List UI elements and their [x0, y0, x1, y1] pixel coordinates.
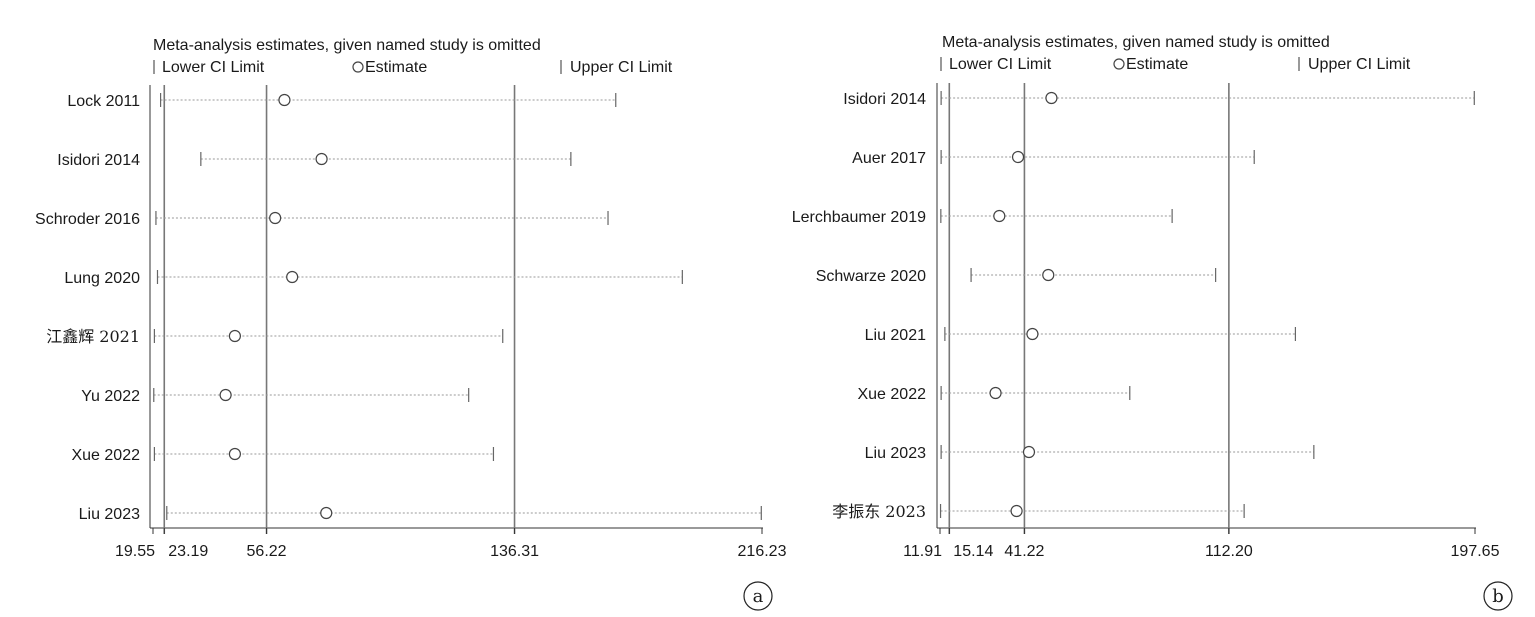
- estimate-point: [1026, 327, 1039, 341]
- study-label: 李振东 2023: [832, 502, 926, 521]
- chart-title: Meta-analysis estimates, given named stu…: [153, 37, 541, 54]
- legend-upper-label: Upper CI Limit: [570, 59, 673, 76]
- legend-lower-label: Lower CI Limit: [949, 56, 1052, 73]
- estimate-point: [219, 388, 232, 402]
- study-row: Auer 2017: [852, 150, 1255, 167]
- x-tick-label: 41.22: [1004, 543, 1044, 560]
- legend-estimate-label: Estimate: [1126, 56, 1188, 73]
- panel-label-circle: [1483, 581, 1513, 611]
- study-label: Xue 2022: [857, 386, 926, 403]
- legend: Lower CI Limit Estimate Upper CI Limit: [940, 56, 1411, 73]
- study-label: Yu 2022: [81, 388, 140, 405]
- study-row: Lung 2020: [64, 270, 683, 287]
- legend-lower-label: Lower CI Limit: [162, 59, 265, 76]
- study-label: 江鑫辉 2021: [46, 327, 140, 346]
- panel-label-text: b: [1492, 586, 1504, 607]
- x-tick-label: 15.14: [953, 543, 993, 560]
- panel-label-circle: [743, 581, 773, 611]
- estimate-point: [320, 506, 333, 520]
- study-row: 江鑫辉 2021: [46, 327, 504, 346]
- study-row: Lock 2011: [67, 93, 617, 110]
- study-row: 李振东 2023: [832, 502, 1245, 521]
- study-row: Isidori 2014: [843, 91, 1475, 108]
- estimate-point: [228, 447, 241, 461]
- study-label: Lock 2011: [67, 93, 140, 110]
- study-row: Xue 2022: [71, 447, 495, 464]
- study-label: Liu 2021: [865, 327, 926, 344]
- estimate-point: [1011, 150, 1025, 164]
- study-label: Isidori 2014: [843, 91, 926, 108]
- x-tick-label: 23.19: [168, 543, 208, 560]
- study-row: Lerchbaumer 2019: [792, 209, 1173, 226]
- estimate-point: [228, 329, 241, 343]
- study-label: Auer 2017: [852, 150, 926, 167]
- x-tick-label: 11.91: [903, 543, 942, 560]
- chart-title: Meta-analysis estimates, given named stu…: [942, 34, 1330, 51]
- study-row: Liu 2021: [865, 327, 1297, 344]
- panel-label: a: [743, 581, 773, 611]
- panel-label: b: [1483, 581, 1513, 611]
- study-row: Xue 2022: [857, 386, 1131, 403]
- study-row: Schwarze 2020: [816, 268, 1217, 285]
- study-row: Yu 2022: [81, 388, 470, 405]
- study-row: Liu 2023: [79, 506, 762, 523]
- estimate-point: [315, 152, 328, 166]
- study-label: Lerchbaumer 2019: [792, 209, 926, 226]
- forest-panel-b: Meta-analysis estimates, given named stu…: [792, 34, 1513, 611]
- forest-panel-a: Meta-analysis estimates, given named stu…: [35, 37, 787, 611]
- legend-estimate-marker: [352, 61, 364, 73]
- panel-label-text: a: [753, 586, 764, 607]
- legend-upper-label: Upper CI Limit: [1308, 56, 1411, 73]
- x-tick-label: 56.22: [247, 543, 287, 560]
- study-label: Xue 2022: [71, 447, 140, 464]
- estimate-point: [989, 386, 1002, 400]
- x-tick-label: 112.20: [1205, 543, 1253, 560]
- study-label: Lung 2020: [64, 270, 140, 287]
- legend-estimate-label: Estimate: [365, 59, 427, 76]
- x-tick-label: 136.31: [490, 543, 539, 560]
- study-row: Schroder 2016: [35, 211, 609, 228]
- study-row: Liu 2023: [865, 445, 1315, 462]
- x-tick-label: 216.23: [738, 543, 787, 560]
- x-tick-label: 19.55: [115, 543, 155, 560]
- estimate-point: [993, 209, 1006, 223]
- study-label: Liu 2023: [79, 506, 140, 523]
- estimate-point: [278, 93, 291, 107]
- estimate-point: [1022, 445, 1036, 459]
- study-label: Schwarze 2020: [816, 268, 926, 285]
- estimate-point: [1010, 504, 1023, 518]
- study-row: Isidori 2014: [57, 152, 572, 169]
- study-label: Liu 2023: [865, 445, 926, 462]
- estimate-point: [1042, 268, 1055, 282]
- study-label: Isidori 2014: [57, 152, 140, 169]
- x-tick-label: 197.65: [1451, 543, 1500, 560]
- study-label: Schroder 2016: [35, 211, 140, 228]
- estimate-point: [286, 270, 299, 284]
- legend: Lower CI Limit Estimate Upper CI Limit: [153, 59, 673, 76]
- legend-estimate-marker: [1113, 58, 1125, 70]
- estimate-point: [269, 211, 282, 225]
- estimate-point: [1045, 91, 1058, 105]
